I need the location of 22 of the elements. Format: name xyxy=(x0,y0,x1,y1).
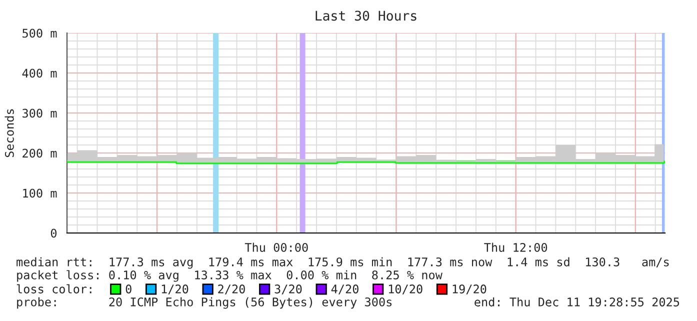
text: loss color: xyxy=(16,284,92,294)
x-tick-label: Thu 12:00 xyxy=(484,242,548,252)
legend-label: 2/20 xyxy=(218,284,245,294)
legend-label: 0 xyxy=(126,284,132,294)
legend-label: 10/20 xyxy=(388,284,422,294)
text: packet loss: 0.10 % avg 13.33 % max 0.00 % min 8.25 % now xyxy=(17,270,442,282)
text: end: Thu Dec 11 19:28:55 2025 xyxy=(474,297,680,306)
y-tick-label: 0 xyxy=(50,228,57,238)
y-axis-title: Seconds xyxy=(4,109,14,158)
y-tick-label: 400 m xyxy=(22,68,57,78)
text: probe: 20 ICMP Echo Pings (56 Bytes) every 300s xyxy=(17,297,392,309)
y-tick-label: 100 m xyxy=(23,188,57,198)
legend-label: 3/20 xyxy=(274,284,302,294)
y-tick-label: 300 m xyxy=(22,108,57,118)
legend-label: 4/20 xyxy=(331,284,358,294)
chart-title: Last 30 Hours xyxy=(316,10,416,21)
legend-label: 1/20 xyxy=(162,284,188,294)
legend-label: 19/20 xyxy=(452,284,486,294)
text: median rtt: 177.3 ms avg 179.4 ms max 175.9 ms min 177.3 ms now 1.4 ms sd 130.3 am/s xyxy=(16,257,669,269)
x-tick-label: Thu 00:00 xyxy=(244,242,308,252)
y-tick-label: 200 m xyxy=(22,148,57,158)
y-tick-label: 500 m xyxy=(22,28,57,38)
